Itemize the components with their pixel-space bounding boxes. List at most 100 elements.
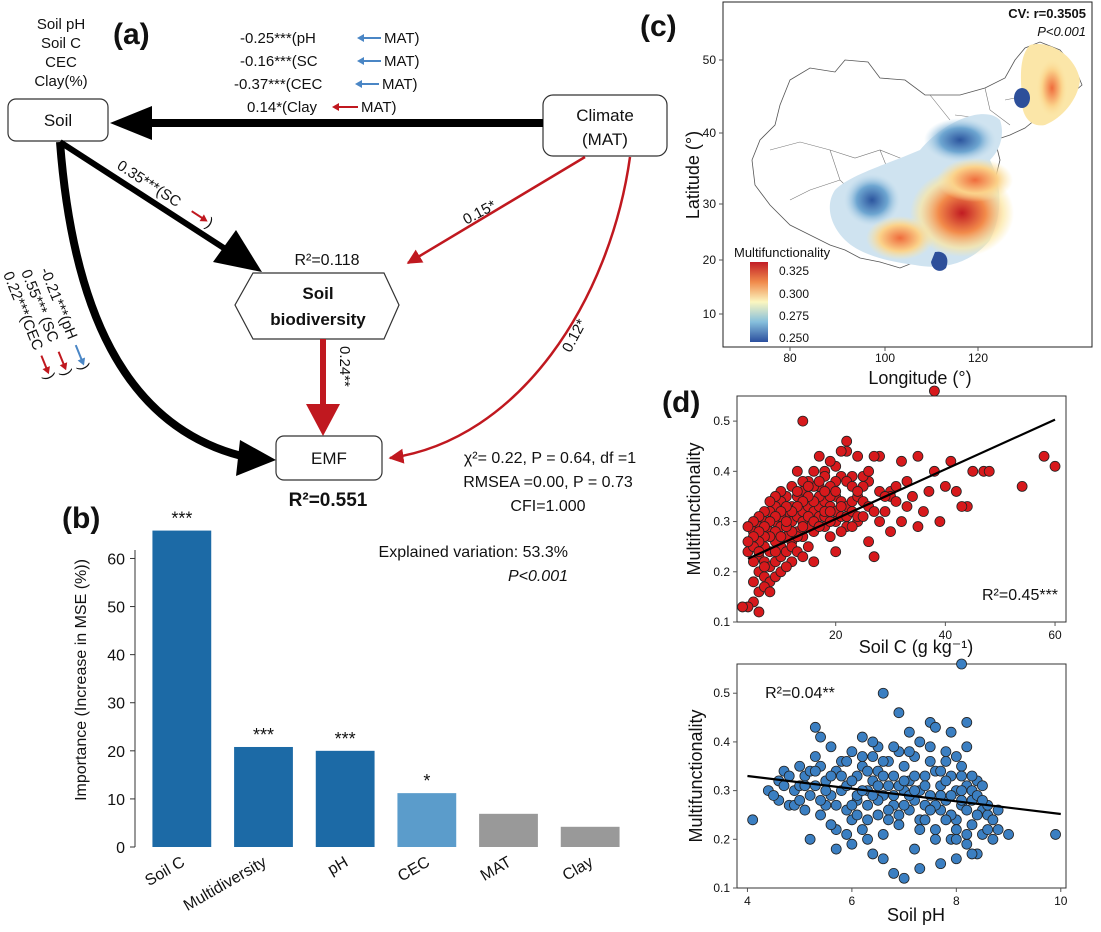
map-coldspot-west bbox=[844, 174, 900, 226]
scatter-x-tick-label: 8 bbox=[953, 894, 960, 908]
bar-y-tick-label: 50 bbox=[107, 600, 125, 617]
emf-node-label: EMF bbox=[311, 449, 347, 468]
scatter-point bbox=[780, 561, 792, 573]
scatter-point bbox=[893, 707, 905, 719]
fit-stat-rmsea: RMSEA =0.00, P = 0.73 bbox=[463, 474, 633, 491]
scatter-top-plot: 20 40 60 0.1 0.2 0.3 0.4 0.5 bbox=[713, 385, 1062, 642]
scatter-point bbox=[863, 465, 874, 477]
bar-category-label: MAT bbox=[478, 854, 515, 885]
scatter-point bbox=[747, 814, 759, 826]
fit-stat-chisq: χ²= 0.22, P = 0.64, df =1 bbox=[464, 450, 636, 467]
scatter-point bbox=[909, 843, 920, 855]
importance-bar-chart: (b) Explained variation: 53.3% P<0.001 I… bbox=[62, 502, 620, 915]
soil-emf-sc-close: ) bbox=[58, 367, 76, 378]
biodiversity-r2: R²=0.118 bbox=[294, 252, 359, 269]
scatter-point bbox=[966, 770, 978, 782]
scatter-point bbox=[888, 741, 900, 753]
bar bbox=[152, 530, 212, 847]
map-hotspot-east bbox=[937, 158, 1013, 202]
scatter-bottom-r2: R²=0.04** bbox=[765, 685, 835, 702]
coef-cec-target: MAT) bbox=[382, 76, 418, 93]
scatter-point bbox=[940, 775, 952, 787]
soil-to-biodiv-arrowhead bbox=[213, 230, 262, 272]
coef-clay-target: MAT) bbox=[361, 99, 397, 116]
scatter-point bbox=[797, 521, 809, 532]
scatter-point bbox=[1038, 450, 1050, 462]
scatter-point bbox=[797, 551, 809, 563]
soil-emf-sc-arrowhead bbox=[59, 362, 68, 371]
scatter-point bbox=[912, 450, 924, 462]
scatter-point bbox=[846, 838, 858, 850]
scatter-point bbox=[961, 838, 973, 850]
explained-variation: Explained variation: 53.3% bbox=[379, 544, 568, 561]
scatter-point bbox=[841, 829, 853, 840]
scatter-point bbox=[804, 833, 816, 845]
scatter-point bbox=[808, 556, 820, 568]
scatter-point bbox=[877, 770, 889, 782]
scatter-point bbox=[867, 736, 879, 748]
scatter-x-tick-label: 4 bbox=[744, 894, 751, 908]
scatter-point bbox=[903, 726, 915, 738]
bar-category-label: Multidiversity bbox=[181, 854, 270, 915]
bar bbox=[315, 750, 375, 847]
soil-to-emf-arrowhead bbox=[236, 440, 276, 476]
scatter-point bbox=[935, 765, 947, 777]
biodiversity-node bbox=[234, 272, 400, 340]
scatter-point bbox=[956, 794, 967, 806]
scatter-point bbox=[877, 853, 889, 865]
scatter-point bbox=[987, 833, 999, 845]
bar-chart-axis: 0 10 20 30 40 50 60 bbox=[107, 550, 136, 857]
scatter-x-tick-label: 60 bbox=[1048, 628, 1062, 642]
map-coldspot-island bbox=[931, 251, 948, 271]
scatter-point bbox=[923, 486, 935, 497]
bar-category-label: Soil C bbox=[142, 854, 187, 890]
scatter-point bbox=[898, 760, 910, 772]
bar-y-tick-label: 40 bbox=[107, 648, 125, 665]
scatter-top-xlabel: Soil C (g kg⁻¹) bbox=[859, 637, 974, 657]
soil-var-ph: Soil pH bbox=[37, 16, 85, 33]
climate-node-label: Climate bbox=[576, 106, 634, 125]
scatter-point bbox=[914, 824, 926, 835]
bar-significance-label: *** bbox=[253, 725, 274, 745]
soil-to-biodiv-arrow bbox=[58, 139, 232, 255]
scatter-point bbox=[914, 863, 926, 874]
scatter-point bbox=[885, 526, 896, 537]
map-xlabel: Longitude (°) bbox=[868, 368, 971, 388]
scatter-point bbox=[813, 475, 825, 487]
panel-c-label: (c) bbox=[640, 10, 677, 43]
scatter-point bbox=[825, 819, 837, 831]
scatter-point bbox=[930, 824, 941, 835]
scatter-point bbox=[841, 755, 853, 767]
panel-b-label: (b) bbox=[62, 502, 100, 535]
scatter-point bbox=[775, 531, 787, 543]
map-x-tick-label: 120 bbox=[968, 351, 988, 365]
scatter-top-ylabel: Multifunctionality bbox=[684, 442, 704, 575]
scatter-point bbox=[950, 833, 962, 845]
soil-var-cec: CEC bbox=[45, 54, 77, 71]
scatter-point bbox=[924, 741, 936, 753]
scatter-point bbox=[918, 506, 929, 517]
scatter-point bbox=[867, 848, 879, 860]
bar-category-label: pH bbox=[325, 854, 351, 879]
scatter-point bbox=[977, 780, 988, 792]
scatter-point bbox=[877, 829, 889, 840]
scatter-point bbox=[830, 799, 842, 811]
scatter-point bbox=[830, 486, 842, 497]
scatter-point bbox=[797, 415, 809, 427]
map-x-tick-label: 80 bbox=[783, 351, 797, 365]
map-axis-ticks: 80 100 120 10 20 30 40 50 bbox=[703, 53, 989, 365]
scatter-point bbox=[862, 833, 873, 845]
coef-sc-target: MAT) bbox=[384, 53, 420, 70]
scatter-point bbox=[901, 501, 913, 512]
scatter-point bbox=[893, 819, 905, 831]
bar-y-tick-label: 60 bbox=[107, 551, 125, 568]
scatter-point bbox=[742, 521, 754, 532]
scatter-point bbox=[950, 853, 962, 865]
arrowhead-mat-sc bbox=[357, 57, 364, 65]
scatter-point bbox=[966, 848, 978, 860]
scatter-point bbox=[802, 541, 814, 553]
coef-sc-mat: -0.16***(SC bbox=[240, 53, 318, 70]
map-legend-tick-275: 0.275 bbox=[779, 309, 809, 323]
biodiversity-node-label: Soil bbox=[302, 284, 333, 303]
bar bbox=[234, 746, 293, 847]
